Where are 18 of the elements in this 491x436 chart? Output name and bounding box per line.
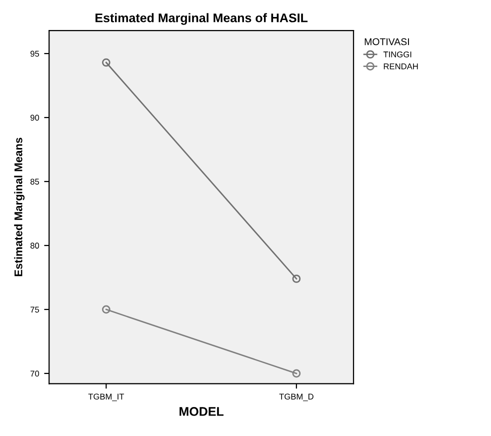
point bbox=[102, 58, 110, 67]
y-tick-label: 75 bbox=[30, 306, 40, 313]
x-axis-title: MODEL bbox=[180, 407, 224, 416]
y-tick-label: 85 bbox=[30, 178, 40, 185]
chart-title: Estimated Marginal Means of HASIL bbox=[96, 13, 308, 25]
point bbox=[292, 369, 301, 378]
legend-title: MOTIVASI bbox=[364, 38, 409, 46]
y-axis-title: Estimated Marginal Means bbox=[14, 138, 25, 276]
x-tick-label: TGBM_D bbox=[279, 394, 314, 402]
y-tick-label: 70 bbox=[30, 370, 40, 377]
point bbox=[102, 305, 110, 314]
x-tick-label: TGBM_IT bbox=[88, 394, 124, 402]
legend-label: TINGGI bbox=[383, 51, 412, 58]
point bbox=[292, 274, 301, 283]
legend-label: RENDAH bbox=[384, 63, 418, 70]
y-tick-label: 80 bbox=[30, 242, 40, 249]
y-tick-label: 90 bbox=[30, 114, 40, 121]
y-tick-label: 95 bbox=[30, 50, 40, 57]
